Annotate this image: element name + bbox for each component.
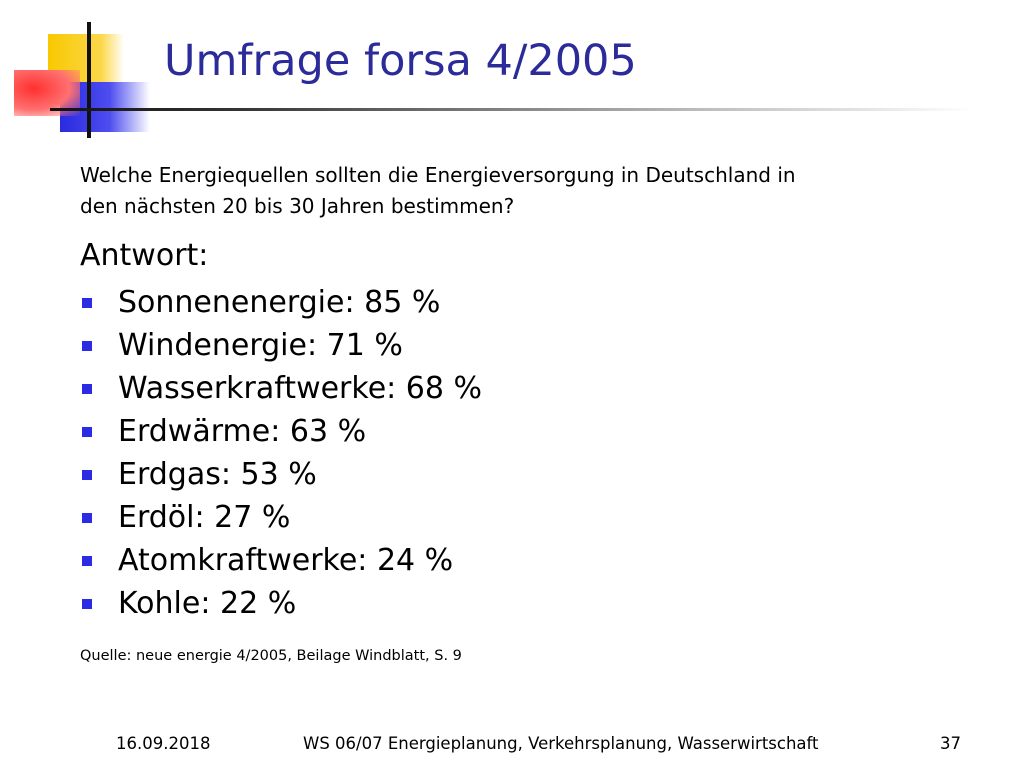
list-item: Erdwärme: 63 % <box>80 410 482 453</box>
answer-list: Sonnenenergie: 85 % Windenergie: 71 % Wa… <box>80 281 482 625</box>
square-bullet-icon <box>82 513 92 523</box>
footer-date: 16.09.2018 <box>116 734 211 753</box>
square-bullet-icon <box>82 470 92 480</box>
answer-text: Sonnenenergie: 85 % <box>118 285 441 320</box>
list-item: Atomkraftwerke: 24 % <box>80 539 482 582</box>
list-item: Kohle: 22 % <box>80 582 482 625</box>
answer-text: Erdwärme: 63 % <box>118 414 367 449</box>
source-citation: Quelle: neue energie 4/2005, Beilage Win… <box>80 648 462 664</box>
list-item: Sonnenenergie: 85 % <box>80 281 482 324</box>
square-bullet-icon <box>82 427 92 437</box>
square-bullet-icon <box>82 298 92 308</box>
list-item: Erdöl: 27 % <box>80 496 482 539</box>
answer-text: Erdöl: 27 % <box>118 500 291 535</box>
title-underline-divider <box>50 108 974 111</box>
square-bullet-icon <box>82 556 92 566</box>
slide-title: Umfrage forsa 4/2005 <box>164 36 637 86</box>
list-item: Erdgas: 53 % <box>80 453 482 496</box>
square-bullet-icon <box>82 341 92 351</box>
answer-text: Erdgas: 53 % <box>118 457 317 492</box>
survey-question: Welche Energiequellen sollten die Energi… <box>80 163 796 218</box>
footer-course-title: WS 06/07 Energieplanung, Verkehrsplanung… <box>303 734 819 753</box>
list-item: Wasserkraftwerke: 68 % <box>80 367 482 410</box>
answer-text: Wasserkraftwerke: 68 % <box>118 371 483 406</box>
answer-text: Kohle: 22 % <box>118 586 297 621</box>
decorative-vertical-line <box>87 22 91 138</box>
answer-text: Windenergie: 71 % <box>118 328 403 363</box>
square-bullet-icon <box>82 599 92 609</box>
footer-page-number: 37 <box>940 734 961 753</box>
square-bullet-icon <box>82 384 92 394</box>
list-item: Windenergie: 71 % <box>80 324 482 367</box>
answer-heading: Antwort: <box>80 238 209 273</box>
answer-text: Atomkraftwerke: 24 % <box>118 543 454 578</box>
